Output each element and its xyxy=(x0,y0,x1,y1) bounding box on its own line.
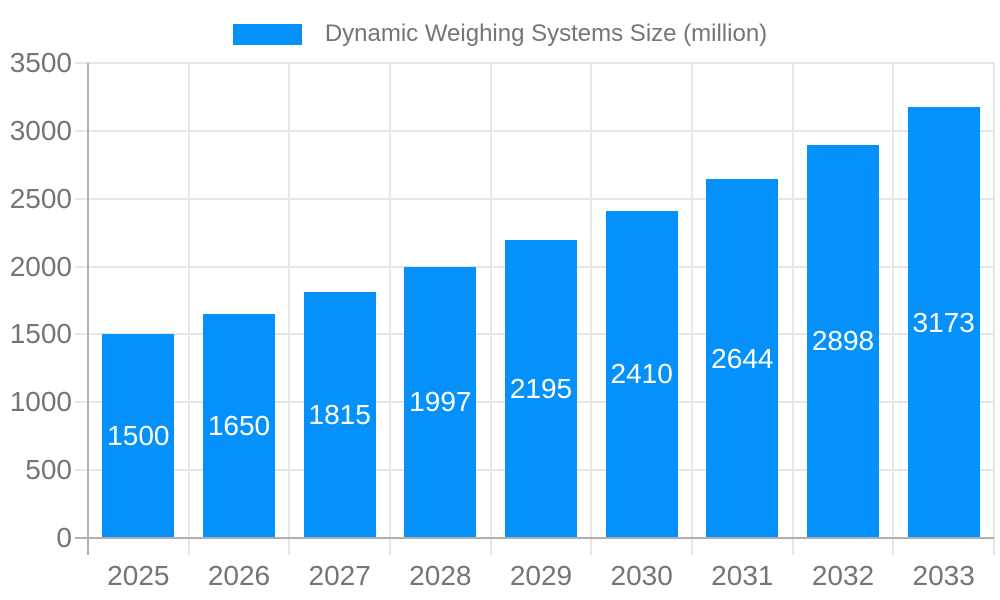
bar-value-label: 1997 xyxy=(409,386,472,418)
x-tick-label: 2027 xyxy=(308,560,371,591)
v-gridline xyxy=(288,63,291,555)
bar-value-label: 1650 xyxy=(207,410,271,442)
y-axis-line xyxy=(87,63,89,555)
plot-area: 1500 1650 1815 1997 2195 2410 2644 2898 3173 xyxy=(75,62,995,555)
x-tick-label: 2033 xyxy=(912,560,975,591)
y-tick-label: 500 xyxy=(25,454,72,486)
v-gridline xyxy=(993,63,995,555)
y-tick-label: 2500 xyxy=(9,182,72,214)
bar-2028[interactable]: 1997 xyxy=(404,266,477,538)
v-gridline xyxy=(489,63,492,555)
h-gridline xyxy=(75,129,994,132)
h-gridline xyxy=(75,62,994,64)
y-tick-label: 3500 xyxy=(9,47,72,78)
bar-2029[interactable]: 2195 xyxy=(505,240,577,538)
y-tick-label: 1000 xyxy=(9,386,72,418)
y-tick-label: 3000 xyxy=(9,114,72,146)
x-tick-label: 2028 xyxy=(409,560,472,591)
bar-value-label: 1815 xyxy=(308,398,371,430)
bar-2026[interactable]: 1650 xyxy=(203,314,275,538)
bar-2033[interactable]: 3173 xyxy=(907,107,980,538)
y-tick-label: 1500 xyxy=(9,318,72,350)
bar-value-label: 2898 xyxy=(811,325,875,357)
v-gridline xyxy=(791,63,794,555)
bar-2030[interactable]: 2410 xyxy=(605,210,678,538)
y-tick-label: 0 xyxy=(56,522,72,553)
h-gridline xyxy=(75,197,994,200)
x-tick-label: 2029 xyxy=(509,560,573,591)
legend-label: Dynamic Weighing Systems Size (million) xyxy=(324,20,768,47)
v-gridline xyxy=(590,63,593,555)
bar-value-label: 2410 xyxy=(610,358,673,390)
y-axis-labels: 0 500 1000 1500 2000 2500 3000 3500 xyxy=(0,49,72,552)
x-axis-labels: 2025 2026 2027 2028 2029 2030 2031 2032 2033 xyxy=(88,561,994,595)
v-gridline xyxy=(389,63,391,555)
x-tick-label: 2031 xyxy=(711,560,774,591)
x-tick-label: 2030 xyxy=(610,560,673,591)
x-axis-baseline xyxy=(75,537,994,539)
v-gridline xyxy=(691,63,693,555)
bar-2027[interactable]: 1815 xyxy=(303,291,376,538)
v-gridline xyxy=(892,63,895,555)
bar-2025[interactable]: 1500 xyxy=(102,334,175,538)
bar-value-label: 1500 xyxy=(107,420,170,452)
bar-value-label: 3173 xyxy=(912,306,975,338)
y-tick-label: 2000 xyxy=(9,250,72,282)
x-tick-label: 2032 xyxy=(811,560,875,591)
legend: Dynamic Weighing Systems Size (million) xyxy=(0,20,1000,48)
x-tick-label: 2026 xyxy=(207,560,271,591)
bar-value-label: 2644 xyxy=(711,342,774,374)
x-tick-label: 2025 xyxy=(107,560,170,591)
bar-value-label: 2195 xyxy=(509,373,573,405)
v-gridline xyxy=(187,63,190,555)
bar-2031[interactable]: 2644 xyxy=(706,179,779,538)
legend-swatch xyxy=(232,23,302,45)
bar-2032[interactable]: 2898 xyxy=(807,144,879,538)
